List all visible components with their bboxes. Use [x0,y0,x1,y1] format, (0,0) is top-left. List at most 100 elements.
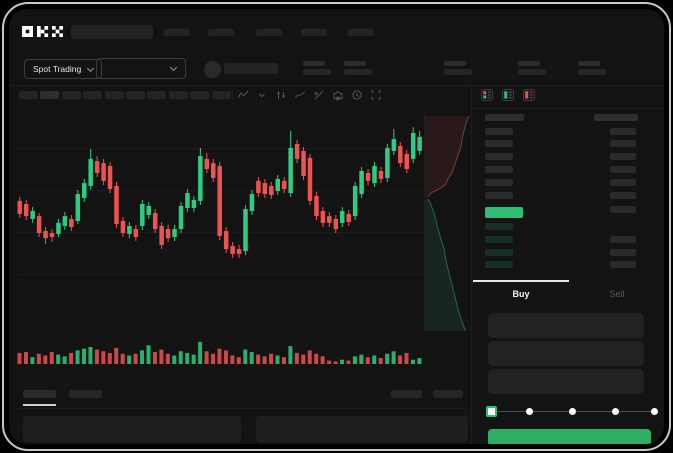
candle-body [191,200,197,208]
volume-bar [172,355,177,364]
buy-submit-button[interactable] [488,429,651,444]
nav-item-placeholder[interactable] [301,29,327,36]
orderbook-view-bids-only-icon[interactable] [502,89,514,101]
market-type-dropdown[interactable]: Spot Trading [24,59,103,79]
tag-icon[interactable] [313,89,325,101]
volume-bar [101,351,106,364]
search-placeholder[interactable] [71,25,153,39]
ask-row-placeholder[interactable] [485,179,513,186]
volume-bar [120,353,125,364]
orderbook-size-placeholder [610,140,636,147]
candle-body [185,193,190,208]
candle-body [236,249,242,254]
nav-item-placeholder[interactable] [348,29,374,36]
candle-body [378,171,384,179]
ask-row-placeholder[interactable] [485,166,513,173]
interval-chip[interactable] [211,91,231,99]
slider-stop[interactable] [651,408,658,415]
candle-body [17,200,22,214]
candle-body [43,231,48,239]
volume-bar [178,351,183,364]
pair-selector-dropdown[interactable] [96,58,186,79]
volume-bar [320,356,325,364]
stat-value-placeholder [344,69,372,75]
volume-bar [140,350,145,364]
candle-body [223,231,229,250]
volume-bar [346,360,351,364]
ask-row-placeholder[interactable] [485,140,513,147]
sell-tab[interactable]: Sell [569,280,664,306]
candle-body [230,246,235,254]
volume-bar [133,353,138,364]
interval-chip[interactable] [83,91,103,99]
interval-chip[interactable] [126,91,145,99]
interval-chip[interactable] [104,91,124,99]
interval-chip[interactable] [168,91,188,99]
chart-style-icon[interactable] [237,89,249,101]
buy-tab[interactable]: Buy [473,280,569,306]
candle-body [107,165,113,190]
bid-row-placeholder[interactable] [485,223,513,230]
section-divider [9,85,664,86]
okx-trading-app: Spot Trading Buy [9,9,664,444]
slider-stop[interactable] [526,408,533,415]
volume-bar [88,347,93,364]
bottom-action-placeholder[interactable] [391,390,422,398]
indicators-icon[interactable] [275,89,287,101]
candle-body [288,147,293,193]
ask-row-placeholder[interactable] [485,128,513,135]
bid-row-placeholder[interactable] [485,261,513,268]
orderbook-view-asks-and-bids-icon[interactable] [481,89,493,101]
candle-body [23,204,29,217]
candle-body [269,185,274,195]
interval-chip[interactable] [190,91,210,99]
volume-bar [314,353,319,364]
candle-body [275,178,280,192]
volume-bar [249,352,254,364]
orderbook-view-asks-only-icon[interactable] [523,89,535,101]
sell-tab-label: Sell [609,289,625,299]
clock-icon[interactable] [351,89,363,101]
volume-bar [152,352,157,364]
fullscreen-icon[interactable] [370,89,382,101]
bid-row-placeholder[interactable] [485,249,513,256]
slider-stop[interactable] [612,408,619,415]
interval-chip[interactable] [61,91,81,99]
trade-input-placeholder[interactable] [488,313,644,338]
slider-stop[interactable] [569,408,576,415]
bid-row-placeholder[interactable] [485,236,513,243]
volume-bar [185,352,190,364]
candle-body [114,185,119,225]
candle-body [62,216,68,226]
ask-row-placeholder[interactable] [485,192,513,199]
trade-input-placeholder[interactable] [488,369,644,394]
bottom-divider [17,408,465,409]
volume-bar [217,348,222,364]
interval-chip[interactable] [19,91,38,99]
volume-bar [30,357,35,364]
candlestick-chart[interactable] [17,109,472,379]
interval-chip[interactable] [40,91,60,99]
amount-slider[interactable] [486,406,658,419]
volume-bar [256,354,261,364]
trade-input-placeholder[interactable] [488,341,644,366]
line-tool-icon[interactable] [294,89,306,101]
volume-bar [404,352,409,364]
volume-bar [75,350,80,364]
bottom-action-placeholder[interactable] [433,390,463,398]
nav-item-placeholder[interactable] [256,29,282,36]
orderbook-col-header-placeholder [594,114,638,121]
orderbook-size-placeholder [610,166,636,173]
ask-row-placeholder[interactable] [485,153,513,160]
interval-chip[interactable] [147,91,167,99]
interval-dropdown-icon[interactable] [256,89,268,101]
stat-label-placeholder [444,61,466,66]
slider-handle[interactable] [486,406,497,417]
nav-item-placeholder[interactable] [208,29,234,36]
nav-item-placeholder[interactable] [164,29,190,36]
candle-body [307,158,313,201]
candle-body [211,163,216,179]
bottom-tab-active[interactable] [23,390,56,398]
camera-icon[interactable] [332,89,344,101]
bottom-tab[interactable] [69,390,102,398]
